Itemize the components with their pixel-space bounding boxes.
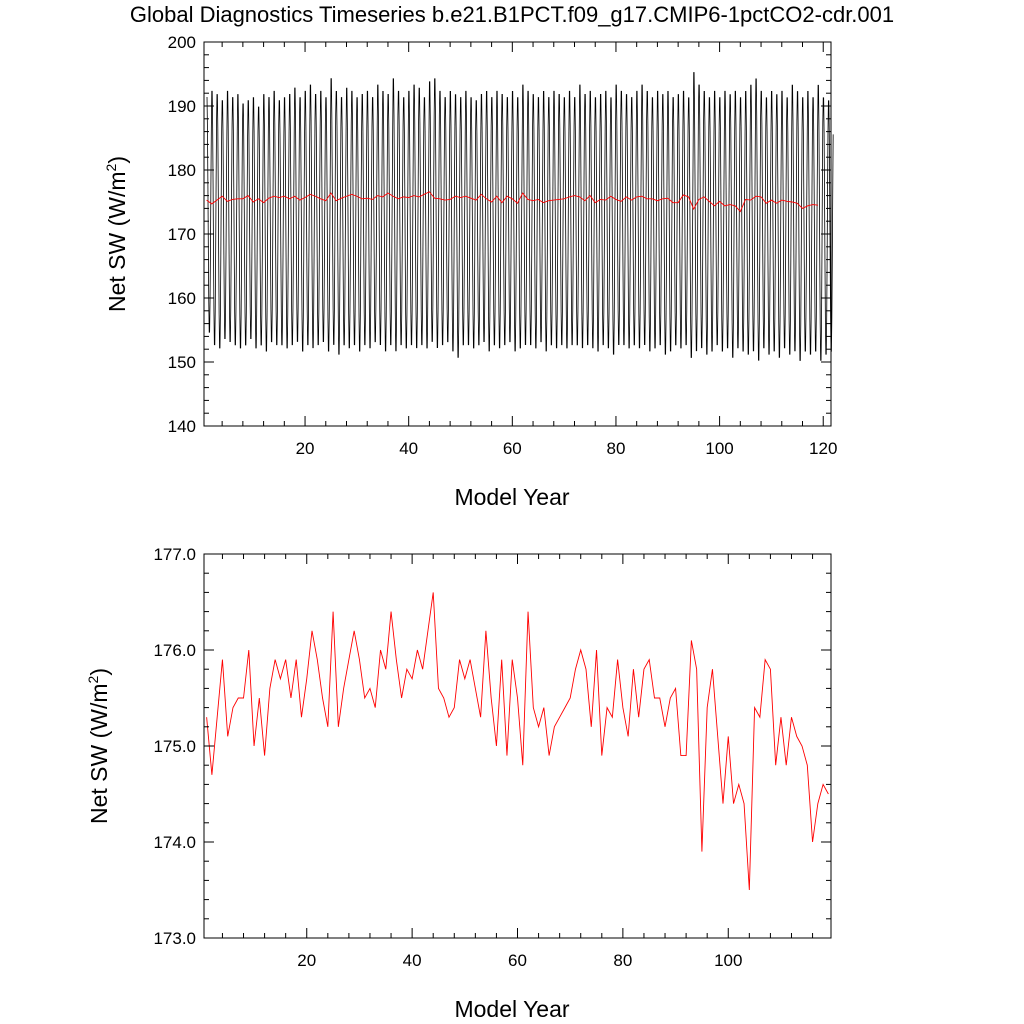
bottom-y-tick-label: 175.0 [153, 737, 196, 756]
top-annual-mean-line [206, 191, 819, 213]
bottom-panel: 20 40 60 80 100 173.0 174.0 175.0 176.0 177.0 Mod… [85, 545, 832, 1022]
bottom-y-axis-label: Net SW (W/m2) [85, 668, 112, 824]
bottom-y-tick-label: 174.0 [153, 833, 196, 852]
top-y-axis-label: Net SW (W/m2) [103, 156, 130, 312]
top-x-tick-label: 60 [503, 439, 522, 458]
top-y-axis-label-end: ) [104, 156, 130, 164]
bottom-y-axis-label-main: Net SW (W/m [86, 683, 112, 824]
top-y-tick-label: 180 [168, 161, 196, 180]
bottom-annual-mean-line [206, 592, 829, 891]
top-y-axis-label-superscript: 2 [103, 163, 119, 171]
top-tick-label-group: 20 40 60 80 100 120 140 150 160 170 180 190 200 [168, 33, 838, 458]
bottom-y-tick-label: 177.0 [153, 545, 196, 564]
top-y-tick-label: 200 [168, 33, 196, 52]
top-tick-group [204, 41, 831, 427]
bottom-x-tick-label: 40 [403, 951, 422, 970]
bottom-tick-group [204, 553, 831, 939]
top-y-tick-label: 190 [168, 97, 196, 116]
bottom-x-axis-label: Model Year [454, 996, 569, 1022]
top-y-tick-label: 160 [168, 289, 196, 308]
bottom-y-tick-label: 176.0 [153, 641, 196, 660]
bottom-series-group [206, 592, 829, 891]
top-x-tick-label: 100 [705, 439, 733, 458]
top-x-axis-label: Model Year [454, 484, 569, 510]
bottom-x-tick-label: 20 [297, 951, 316, 970]
bottom-y-axis-label-end: ) [86, 668, 112, 676]
top-x-tick-label: 80 [606, 439, 625, 458]
bottom-x-tick-label: 60 [508, 951, 527, 970]
top-y-tick-label: 170 [168, 225, 196, 244]
top-series-group [206, 72, 834, 361]
bottom-y-axis-label-superscript: 2 [85, 675, 101, 683]
top-x-tick-label: 40 [399, 439, 418, 458]
top-panel: 20 40 60 80 100 120 140 150 160 170 180 190 200 Mode… [103, 33, 837, 510]
top-x-tick-label: 20 [296, 439, 315, 458]
bottom-x-tick-label: 100 [714, 951, 742, 970]
figure-title: Global Diagnostics Timeseries b.e21.B1PC… [130, 2, 894, 27]
top-y-tick-label: 150 [168, 353, 196, 372]
bottom-x-tick-label: 80 [613, 951, 632, 970]
top-monthly-series-line [206, 72, 834, 361]
top-y-axis-label-main: Net SW (W/m [104, 171, 130, 312]
bottom-plot-frame [203, 553, 832, 939]
top-y-tick-label: 140 [168, 417, 196, 436]
bottom-tick-label-group: 20 40 60 80 100 173.0 174.0 175.0 176.0 177.0 [153, 545, 742, 970]
bottom-y-tick-label: 173.0 [153, 929, 196, 948]
top-x-tick-label: 120 [809, 439, 837, 458]
